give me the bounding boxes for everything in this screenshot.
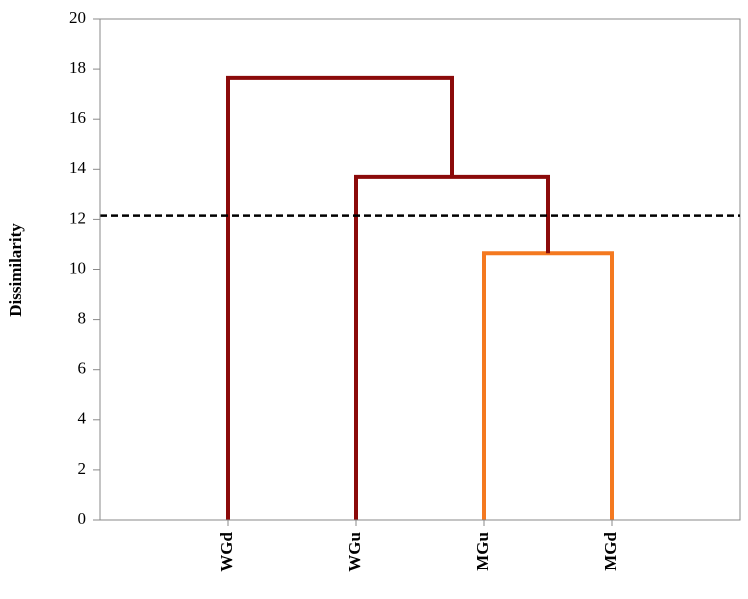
leaf-label: WGu [345, 532, 364, 572]
plot-frame [99, 18, 741, 521]
y-tick-label: 10 [69, 258, 86, 277]
y-tick-label: 18 [69, 58, 86, 77]
y-tick-label: 4 [78, 409, 87, 428]
y-axis-label: Dissimilarity [6, 223, 25, 317]
y-tick-label: 6 [78, 359, 87, 378]
leaf-label: MGu [473, 532, 492, 571]
y-tick-label: 0 [78, 509, 87, 528]
leaf-label: WGd [217, 531, 236, 571]
y-tick-label: 14 [69, 158, 87, 177]
y-tick-label: 2 [78, 459, 87, 478]
dendrogram-link [482, 251, 614, 520]
dendrogram-link [226, 75, 454, 520]
leaf-label: MGd [601, 531, 620, 570]
y-tick-label: 8 [78, 309, 87, 328]
y-tick-label: 16 [69, 108, 86, 127]
y-tick-label: 12 [69, 208, 86, 227]
dendrogram-link [354, 174, 550, 520]
y-tick-label: 20 [69, 8, 86, 27]
